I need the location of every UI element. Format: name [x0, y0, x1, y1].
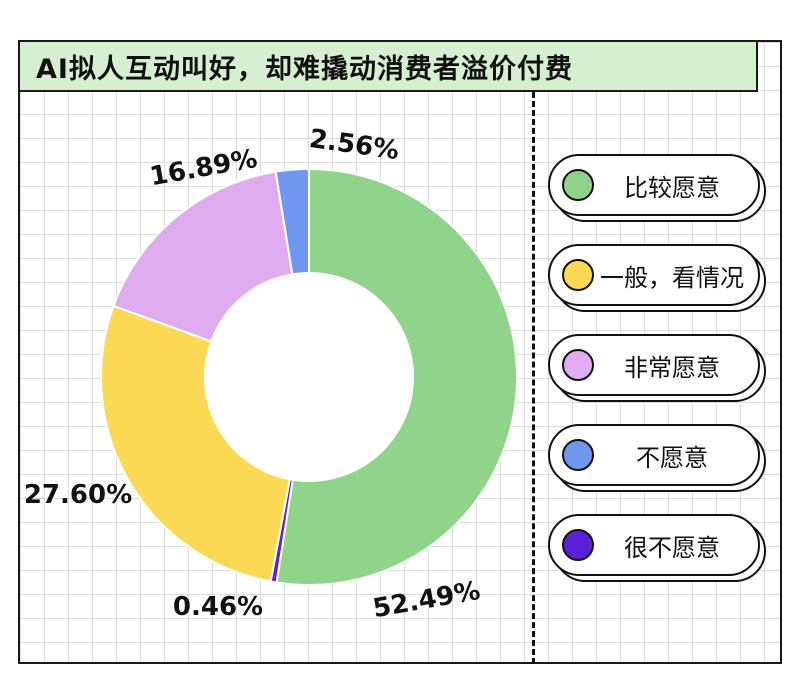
legend-item: 非常愿意: [548, 334, 770, 402]
legend: 比较愿意 一般，看情况 非常愿意 不愿意 很不愿意: [548, 154, 770, 604]
chart-title: AI拟人互动叫好，却难撬动消费者溢价付费: [36, 53, 573, 85]
legend-label: 一般，看情况: [600, 263, 744, 292]
legend-pill: 非常愿意: [548, 334, 760, 396]
legend-pill: 一般，看情况: [548, 244, 760, 306]
legend-pill: 不愿意: [548, 424, 760, 486]
dashed-divider: [532, 92, 535, 664]
legend-label: 比较愿意: [624, 173, 720, 202]
donut-hole: [205, 273, 413, 481]
legend-color-dot: [562, 349, 594, 381]
legend-item: 比较愿意: [548, 154, 770, 222]
legend-label: 不愿意: [636, 443, 708, 472]
legend-label: 很不愿意: [624, 533, 720, 562]
title-banner: AI拟人互动叫好，却难撬动消费者溢价付费: [18, 40, 758, 92]
legend-item: 不愿意: [548, 424, 770, 492]
slice-value-label: 27.60%: [24, 480, 132, 510]
slice-value-label: 0.46%: [173, 592, 263, 622]
legend-color-dot: [562, 259, 594, 291]
slice-value-label: 52.49%: [371, 576, 483, 624]
legend-color-dot: [562, 529, 594, 561]
slice-value-label: 2.56%: [307, 124, 401, 166]
legend-pill: 很不愿意: [548, 514, 760, 576]
legend-item: 一般，看情况: [548, 244, 770, 312]
legend-pill: 比较愿意: [548, 154, 760, 216]
legend-label: 非常愿意: [624, 353, 720, 382]
legend-item: 很不愿意: [548, 514, 770, 582]
legend-color-dot: [562, 439, 594, 471]
legend-color-dot: [562, 169, 594, 201]
